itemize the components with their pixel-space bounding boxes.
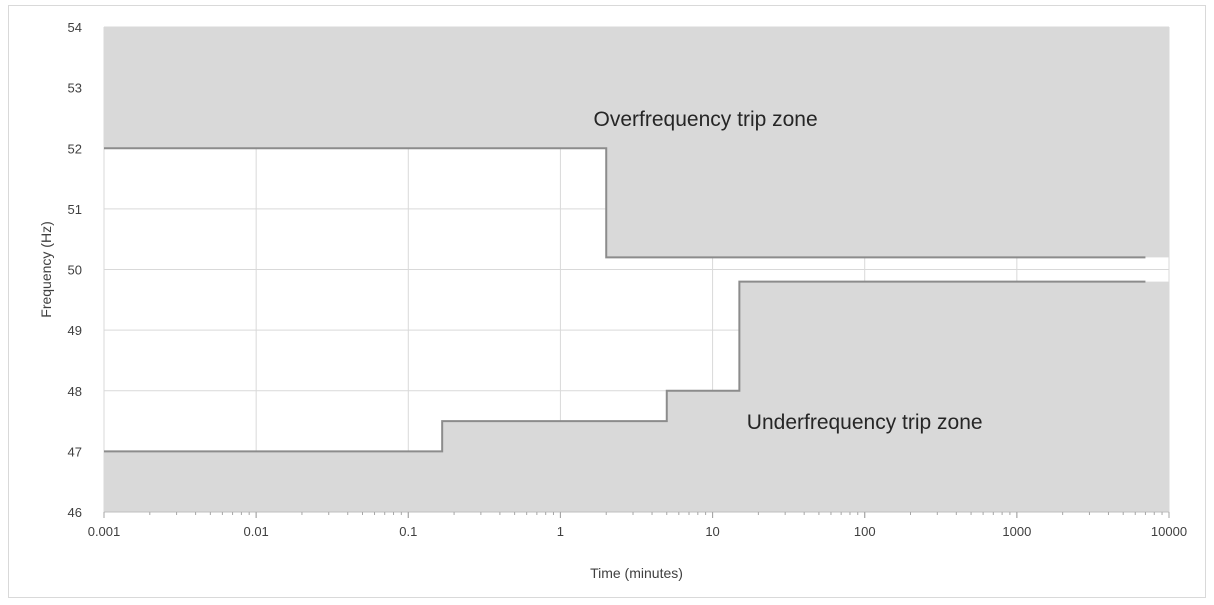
axes: 0.001 0.01 0.1 1 10 100 1000 10000 46 47 48 49 50 51 5… bbox=[68, 20, 1188, 539]
x-tick-label-0.1: 0.1 bbox=[399, 524, 417, 539]
y-tick-label-52: 52 bbox=[68, 141, 82, 156]
chart-frame bbox=[8, 5, 1206, 598]
underfrequency-zone-area bbox=[104, 281, 1169, 512]
annotations: Overfrequency trip zone Underfrequency t… bbox=[594, 108, 983, 434]
x-tick-label-100: 100 bbox=[854, 524, 876, 539]
trip-zones-layer bbox=[104, 27, 1169, 512]
underfrequency-zone-label: Underfrequency trip zone bbox=[747, 411, 983, 434]
y-tick-label-54: 54 bbox=[68, 20, 82, 35]
x-axis-title: Time (minutes) bbox=[590, 565, 683, 581]
y-tick-label-47: 47 bbox=[68, 444, 82, 459]
underfrequency-boundary-line bbox=[104, 280, 1146, 453]
x-tick-label-1: 1 bbox=[557, 524, 564, 539]
y-tick-label-46: 46 bbox=[68, 505, 82, 520]
overfrequency-boundary-line bbox=[104, 147, 1146, 259]
x-tick-label-10000: 10000 bbox=[1151, 524, 1187, 539]
y-tick-label-49: 49 bbox=[68, 323, 82, 338]
boundary-lines bbox=[104, 147, 1146, 453]
y-axis-title: Frequency (Hz) bbox=[38, 221, 54, 317]
overfrequency-zone-area bbox=[104, 27, 1169, 258]
y-tick-label-48: 48 bbox=[68, 384, 82, 399]
y-tick-label-50: 50 bbox=[68, 263, 82, 278]
y-tick-label-53: 53 bbox=[68, 81, 82, 96]
x-tick-label-10: 10 bbox=[705, 524, 719, 539]
overfrequency-zone-label: Overfrequency trip zone bbox=[594, 108, 818, 131]
y-tick-label-51: 51 bbox=[68, 202, 82, 217]
x-tick-label-0.01: 0.01 bbox=[243, 524, 268, 539]
x-tick-label-0.001: 0.001 bbox=[88, 524, 121, 539]
x-tick-label-1000: 1000 bbox=[1002, 524, 1031, 539]
